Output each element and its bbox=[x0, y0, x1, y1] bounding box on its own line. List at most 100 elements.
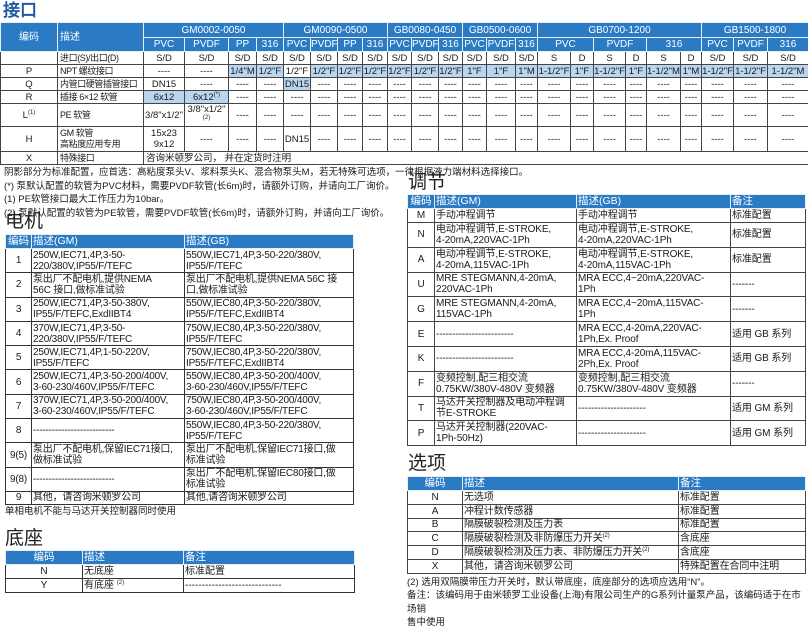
cell-text: 1-1/2"F bbox=[702, 66, 733, 77]
cell-value: ---- bbox=[487, 127, 516, 152]
cell-text: 1/2"F bbox=[388, 66, 410, 77]
cell-text: 6x12 bbox=[154, 92, 175, 103]
code-text: Q bbox=[25, 79, 32, 90]
row-cell: ----------------------------- bbox=[184, 579, 355, 593]
cell-value: ---- bbox=[647, 104, 681, 127]
cell-text: 1/2"F bbox=[439, 66, 461, 77]
material-header: 316 bbox=[647, 38, 702, 52]
cell-text: 1-1/2"F bbox=[594, 66, 625, 77]
cell-value: ---- bbox=[388, 127, 412, 152]
cell-value: ---- bbox=[647, 91, 681, 104]
row-code: 9(5) bbox=[6, 443, 32, 467]
footnote-mark: (2) bbox=[603, 533, 610, 539]
material-header: 316 bbox=[257, 38, 284, 52]
cell-value: 1/2"F bbox=[311, 65, 338, 78]
row-cell: 750W,IEC80,4P,3-50-200/400V, 3-60-230/46… bbox=[185, 394, 354, 418]
cell-value: S/D bbox=[487, 52, 516, 65]
row-cell: MRE STEGMANN,4-20mA, 220VAC-1Ph bbox=[435, 272, 577, 297]
cell-value: ---- bbox=[185, 65, 229, 78]
cell-text: 隔膜破裂检测及非防爆压力开关 bbox=[464, 533, 603, 544]
cell-value: ---- bbox=[338, 78, 363, 91]
row-cell: 特殊配置在合同中注明 bbox=[679, 559, 806, 573]
code-text: R bbox=[26, 92, 33, 103]
header-desc: 描述 bbox=[58, 23, 144, 52]
row-cell: 标准配置 bbox=[679, 518, 806, 532]
row-cell: 马达开关控制器及电动冲程调 节E-STROKE bbox=[435, 396, 577, 421]
cell-value: ---- bbox=[681, 91, 702, 104]
cell-value: ---- bbox=[311, 127, 338, 152]
code-text: X bbox=[26, 153, 32, 164]
code-text: P bbox=[26, 66, 32, 77]
row-desc: NPT 螺纹接口 bbox=[58, 65, 144, 78]
row-code: P bbox=[408, 421, 435, 446]
cell-text: 1-1/2"F bbox=[539, 66, 570, 77]
cell-value: ---- bbox=[363, 78, 388, 91]
material-header: PVC bbox=[702, 38, 734, 52]
material-header: PVC bbox=[144, 38, 185, 52]
row-code: B bbox=[408, 518, 463, 532]
row-cell: -------------------------- bbox=[32, 419, 185, 443]
cell-value: ---- bbox=[284, 91, 311, 104]
row-cell: 适用 GB 系列 bbox=[731, 322, 806, 347]
row-cell: 隔膜破裂检测及压力表、非防爆压力开关(2) bbox=[463, 546, 679, 560]
material-header: PVDF bbox=[311, 38, 338, 52]
cell-value: 1/2"F bbox=[439, 65, 463, 78]
header-row: 编码描述(GM)描述(GB)备注 bbox=[408, 195, 806, 209]
cell-value: S/D bbox=[768, 52, 808, 65]
material-header: PVC bbox=[538, 38, 594, 52]
cell-value: 3/8"x1/2" bbox=[144, 104, 185, 127]
cell-value: ---- bbox=[439, 104, 463, 127]
cell-value: S/D bbox=[284, 52, 311, 65]
cell-text: 1"M bbox=[683, 66, 700, 77]
row-cell: MRA ECC,4~20mA,220VAC- 1Ph bbox=[577, 272, 731, 297]
cell-value: ---- bbox=[257, 127, 284, 152]
cell-value: 1/2"F bbox=[363, 65, 388, 78]
cell-value: S/D bbox=[516, 52, 538, 65]
cell-value: 1/2"F bbox=[412, 65, 439, 78]
table-row: K------------------------MRA ECC,4-20mA,… bbox=[408, 346, 806, 371]
base-title: 底座 bbox=[5, 529, 43, 549]
row-desc: 插接 6×12 软管 bbox=[58, 91, 144, 104]
row-merged-value: 咨询米顿罗公司， 并在定货时注明 bbox=[144, 152, 808, 165]
row-code: P bbox=[1, 65, 58, 78]
row-code: K bbox=[408, 346, 435, 371]
row-code: 1 bbox=[6, 249, 32, 273]
row-cell: 泵出厂不配电机,提供NEMA 56C 接口,做标准试验 bbox=[32, 273, 185, 297]
row-cell: 适用 GM 系列 bbox=[731, 396, 806, 421]
cell-value: ---- bbox=[229, 78, 257, 91]
row-cell: MRE STEGMANN,4-20mA, 115VAC-1Ph bbox=[435, 297, 577, 322]
row-cell: ------------------------ bbox=[435, 346, 577, 371]
row-code: 6 bbox=[6, 370, 32, 394]
row-code: R bbox=[1, 91, 58, 104]
row-cell: 隔膜破裂检测及非防爆压力开关(2) bbox=[463, 532, 679, 546]
cell-value: ---- bbox=[229, 91, 257, 104]
row-cell: 泵出厂不配电机,提供NEMA 56C 接 口,做标准试验 bbox=[185, 273, 354, 297]
material-header: PVC bbox=[388, 38, 412, 52]
cell-value: ---- bbox=[681, 104, 702, 127]
row-code: M bbox=[408, 209, 435, 223]
material-header: 316 bbox=[516, 38, 538, 52]
row-code: 2 bbox=[6, 273, 32, 297]
options-notes: (2) 选用双隔膜带压力开关时，默认带底座，底座部分的选项应选用“N”。备注：该… bbox=[407, 574, 807, 630]
cell-value: 1"F bbox=[487, 65, 516, 78]
options-title: 选项 bbox=[408, 454, 446, 474]
table-row: 9(8)--------------------------泵出厂不配电机,保留… bbox=[6, 467, 354, 491]
row-cell: 电动冲程调节,E-STROKE, 4-20mA,220VAC-1Ph bbox=[577, 223, 731, 248]
column-header: 备注 bbox=[731, 195, 806, 209]
row-desc: 内管口硬管插管接口 bbox=[58, 78, 144, 91]
cell-value: 1/2"F bbox=[257, 65, 284, 78]
cell-value: S/D bbox=[229, 52, 257, 65]
cell-value: ---- bbox=[487, 78, 516, 91]
cell-value: ---- bbox=[487, 91, 516, 104]
cell-value: ---- bbox=[734, 104, 768, 127]
cell-value: 1"F bbox=[463, 65, 487, 78]
